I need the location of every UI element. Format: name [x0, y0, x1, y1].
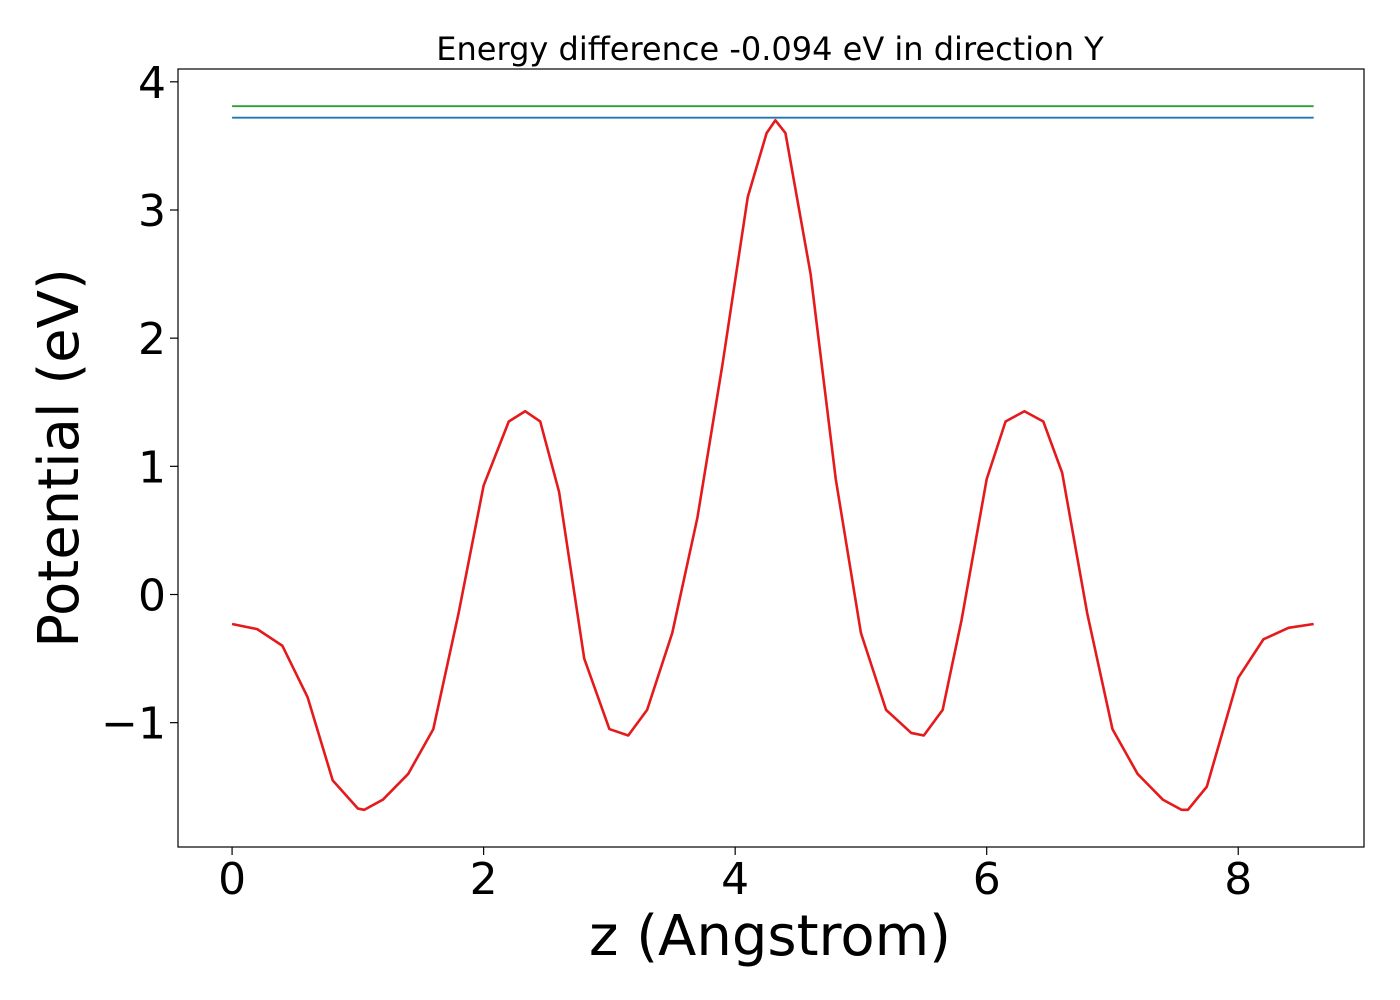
chart-title: Energy difference -0.094 eV in direction… — [436, 30, 1104, 68]
x-tick-label: 6 — [973, 854, 1001, 905]
y-axis-label: Potential (eV) — [27, 268, 92, 648]
y-tick-label: 3 — [138, 186, 166, 237]
plot-area — [231, 105, 1314, 812]
y-axis: −1 0 1 2 3 4 — [101, 58, 178, 750]
x-axis: 0 2 4 6 8 — [218, 847, 1252, 905]
y-tick-label: 1 — [138, 442, 166, 493]
x-tick-label: 4 — [721, 854, 749, 905]
plot-frame — [177, 68, 1365, 848]
x-axis-label: z (Angstrom) — [589, 904, 951, 969]
y-tick-label: 2 — [138, 314, 166, 365]
x-tick-label: 0 — [218, 854, 246, 905]
y-tick-label: 4 — [138, 58, 166, 109]
x-tick-label: 8 — [1224, 854, 1252, 905]
y-tick-label: −1 — [101, 699, 166, 750]
y-tick-label: 0 — [138, 571, 166, 622]
x-tick-label: 2 — [470, 854, 498, 905]
series-line-2 — [231, 118, 1314, 812]
